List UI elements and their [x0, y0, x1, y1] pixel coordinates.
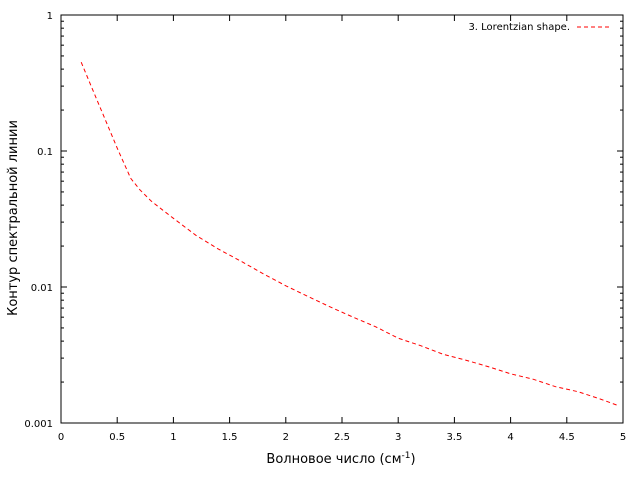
y-tick-label: 1	[47, 11, 53, 22]
x-tick-label: 3	[395, 432, 401, 443]
x-tick-label: 4.5	[559, 432, 575, 443]
plot-area	[60, 14, 624, 424]
x-tick-label: 2.5	[334, 432, 350, 443]
x-tick-label: 4	[507, 432, 513, 443]
y-tick-label: 0.001	[24, 419, 53, 430]
x-axis-label: Волновое число (см-1)	[266, 451, 415, 467]
legend: 3. Lorentzian shape.	[468, 22, 611, 33]
x-tick-label: 5	[620, 432, 626, 443]
x-tick-label: 0	[58, 432, 64, 443]
y-tick-label: 0.1	[37, 147, 53, 158]
x-tick-label: 1	[170, 432, 176, 443]
legend-label: 3. Lorentzian shape.	[468, 22, 570, 33]
x-tick-label: 3.5	[446, 432, 462, 443]
y-axis-ticks: 0.001 0.01 0.1 1	[24, 11, 623, 430]
x-tick-label: 2	[283, 432, 289, 443]
x-tick-label: 0.5	[109, 432, 125, 443]
y-tick-label: 0.01	[31, 283, 53, 294]
series-line-lorentzian	[80, 62, 618, 406]
x-tick-label: 1.5	[222, 432, 238, 443]
y-axis-label: Контур спектральной линии	[6, 120, 21, 316]
x-axis-ticks: 0 0.5 1 1.5 2 2.5 3 3.5 4 4.5 5	[58, 15, 626, 443]
